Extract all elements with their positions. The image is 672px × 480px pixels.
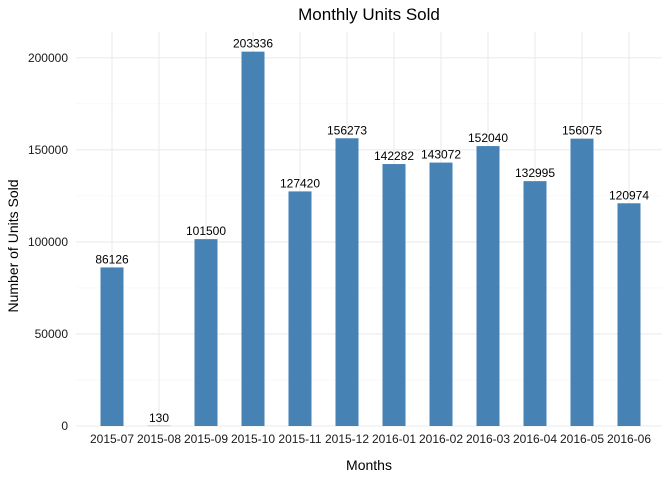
x-tick-label: 2015-12 [325,432,369,446]
x-tick-label: 2016-05 [560,432,604,446]
data-label: 142282 [374,149,414,163]
chart-title: Monthly Units Sold [298,5,440,24]
x-tick-label: 2016-01 [372,432,416,446]
x-tick-label: 2015-08 [137,432,181,446]
x-tick-label: 2016-02 [419,432,463,446]
bar [100,267,124,426]
x-tick-label: 2015-11 [278,432,321,446]
x-axis-label: Months [346,457,392,473]
data-label: 86126 [95,252,129,266]
x-axis-ticks: 2015-07 2015-08 2015-09 2015-10 2015-11 2015-… [90,432,651,446]
y-tick-label: 200000 [28,51,68,65]
data-labels: 86126 130 101500 203336 127420 156273 142282 14… [95,37,649,425]
data-label: 152040 [468,131,508,145]
data-label: 101500 [186,224,226,238]
data-label: 132995 [515,166,555,180]
bar [523,181,547,426]
bar [617,203,641,426]
bar [570,138,594,426]
bar [288,191,312,426]
bar [335,138,359,427]
x-tick-label: 2016-04 [513,432,557,446]
y-tick-label: 100000 [28,235,68,249]
bar [382,164,406,426]
data-label: 127420 [280,176,320,190]
bar [241,51,265,426]
x-tick-label: 2015-07 [90,432,134,446]
x-tick-label: 2016-03 [466,432,510,446]
data-label: 203336 [233,37,273,51]
y-axis-label: Number of Units Sold [5,179,21,312]
bar [194,239,218,426]
y-axis-ticks: 0 50000 100000 150000 200000 [28,51,68,433]
bar [476,146,500,427]
x-tick-label: 2015-09 [184,432,228,446]
y-tick-label: 50000 [35,327,69,341]
data-label: 156075 [562,124,602,138]
data-label: 143072 [421,148,461,162]
data-label: 156273 [327,123,367,137]
data-label: 120974 [609,188,649,202]
bar [429,162,453,426]
data-label: 130 [149,411,169,425]
bars [100,51,641,427]
x-tick-label: 2015-10 [231,432,275,446]
y-tick-label: 0 [61,419,68,433]
x-tick-label: 2016-06 [607,432,651,446]
y-tick-label: 150000 [28,143,68,157]
